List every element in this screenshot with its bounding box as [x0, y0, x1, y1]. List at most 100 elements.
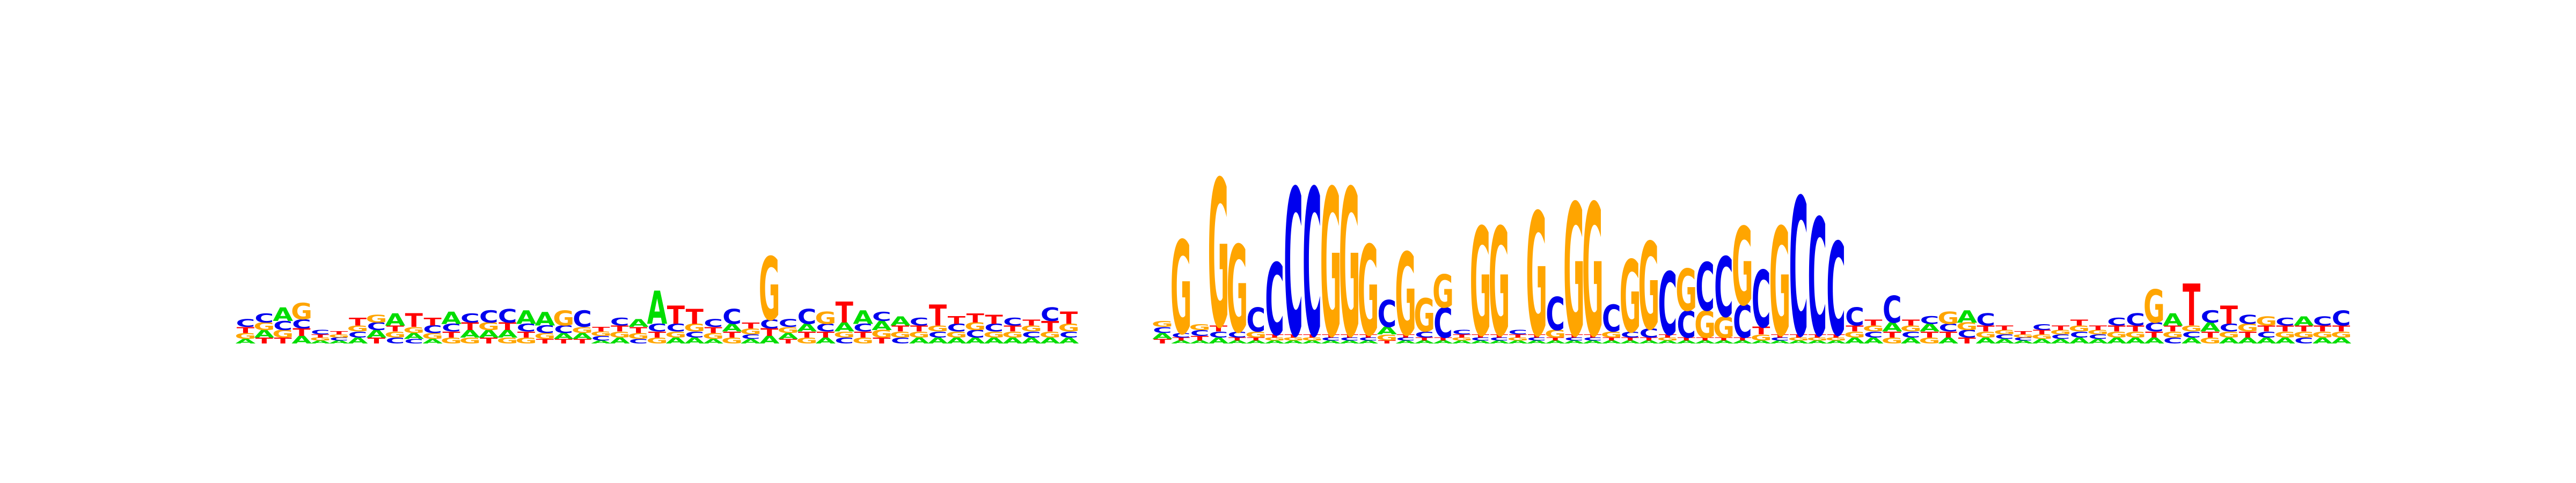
logo-letter-t: T — [386, 324, 405, 334]
logo-letter-a: A — [1377, 325, 1397, 337]
logo-letter-c: C — [2088, 333, 2107, 340]
logo-letter-c: C — [1228, 330, 1247, 340]
logo-letter-t: T — [1547, 337, 1565, 342]
logo-letter-c: C — [2145, 320, 2164, 334]
logo-letter-t: T — [1733, 337, 1752, 342]
logo-letter-a: A — [2294, 314, 2314, 328]
logo-letter-g: G — [478, 320, 500, 332]
logo-letter-t: T — [2164, 324, 2182, 334]
logo-letter-g: G — [684, 322, 705, 334]
logo-letter-c: C — [1321, 337, 1341, 342]
logo-letter-a: A — [310, 340, 331, 345]
logo-letter-a: A — [2163, 310, 2183, 330]
logo-letter-t: T — [1846, 324, 1864, 334]
logo-letter-c: C — [2014, 337, 2033, 342]
logo-letter-c: C — [554, 324, 573, 335]
logo-letter-a: A — [759, 334, 780, 346]
logo-letter-c: C — [629, 338, 648, 345]
logo-letter-a: A — [666, 336, 686, 346]
logo-letter-t: T — [1022, 318, 1041, 327]
logo-letter-g: G — [1414, 290, 1435, 342]
logo-letter-a: A — [684, 336, 705, 346]
logo-letter-c: C — [667, 322, 686, 334]
logo-letter-a: A — [1564, 340, 1584, 345]
logo-letter-a: A — [236, 338, 257, 345]
logo-letter-a: A — [572, 332, 592, 341]
logo-letter-g: G — [1040, 330, 1061, 340]
logo-letter-g: G — [590, 331, 612, 338]
logo-letter-a: A — [1171, 340, 1191, 345]
logo-letter-t: T — [1191, 335, 1209, 342]
logo-letter-a: A — [1770, 340, 1790, 345]
logo-letter-g: G — [1806, 337, 1828, 342]
logo-letter-g: G — [384, 330, 406, 340]
logo-letter-a: A — [2144, 336, 2164, 346]
logo-letter-a: A — [2237, 336, 2258, 346]
logo-letter-g: G — [665, 330, 686, 340]
logo-letter-a: A — [2219, 336, 2240, 346]
logo-letter-a: A — [291, 334, 312, 346]
logo-letter-t: T — [1940, 330, 1958, 340]
logo-letter-c: C — [1733, 296, 1752, 349]
logo-letter-g: G — [1732, 206, 1753, 330]
logo-letter-c: C — [1509, 329, 1528, 336]
logo-letter-g: G — [740, 327, 762, 336]
logo-letter-g: G — [1882, 336, 1903, 346]
logo-letter-g: G — [1357, 221, 1379, 364]
logo-letter-a: A — [1845, 336, 1865, 346]
logo-letter-c: C — [835, 336, 854, 346]
logo-letter-a: A — [872, 319, 892, 333]
logo-letter-a: A — [647, 282, 668, 335]
logo-letter-t: T — [1902, 318, 1920, 327]
logo-letter-c: C — [1471, 337, 1490, 342]
logo-letter-t: T — [929, 299, 947, 333]
logo-letter-g: G — [572, 325, 593, 335]
logo-letter-c: C — [535, 324, 554, 335]
logo-letter-g: G — [833, 330, 855, 340]
logo-letter-t: T — [1958, 336, 1977, 346]
logo-letter-a: A — [834, 320, 854, 334]
logo-letter-g: G — [553, 306, 574, 331]
logo-letter-t: T — [1715, 337, 1733, 342]
logo-letter-a: A — [422, 338, 443, 345]
logo-letter-g: G — [1245, 330, 1267, 340]
logo-letter-t: T — [1247, 337, 1265, 342]
logo-letter-c: C — [1752, 254, 1771, 346]
logo-letter-a: A — [1452, 340, 1472, 345]
logo-letter-g: G — [2331, 330, 2352, 340]
logo-letter-t: T — [873, 336, 891, 346]
logo-letter-c: C — [498, 305, 517, 327]
logo-letter-c: C — [797, 305, 817, 330]
logo-letter-t: T — [1602, 337, 1621, 342]
logo-letter-a: A — [460, 328, 480, 340]
logo-letter-t: T — [2089, 324, 2107, 331]
logo-letter-c: C — [1658, 255, 1677, 356]
logo-letter-c: C — [2107, 316, 2126, 328]
logo-letter-c: C — [2294, 336, 2314, 346]
logo-letter-a: A — [1002, 336, 1023, 346]
logo-letter-a: A — [1040, 336, 1060, 346]
logo-letter-c: C — [1059, 330, 1079, 340]
logo-letter-c: C — [816, 322, 835, 334]
logo-letter-c: C — [1396, 337, 1415, 342]
logo-letter-a: A — [553, 332, 574, 341]
